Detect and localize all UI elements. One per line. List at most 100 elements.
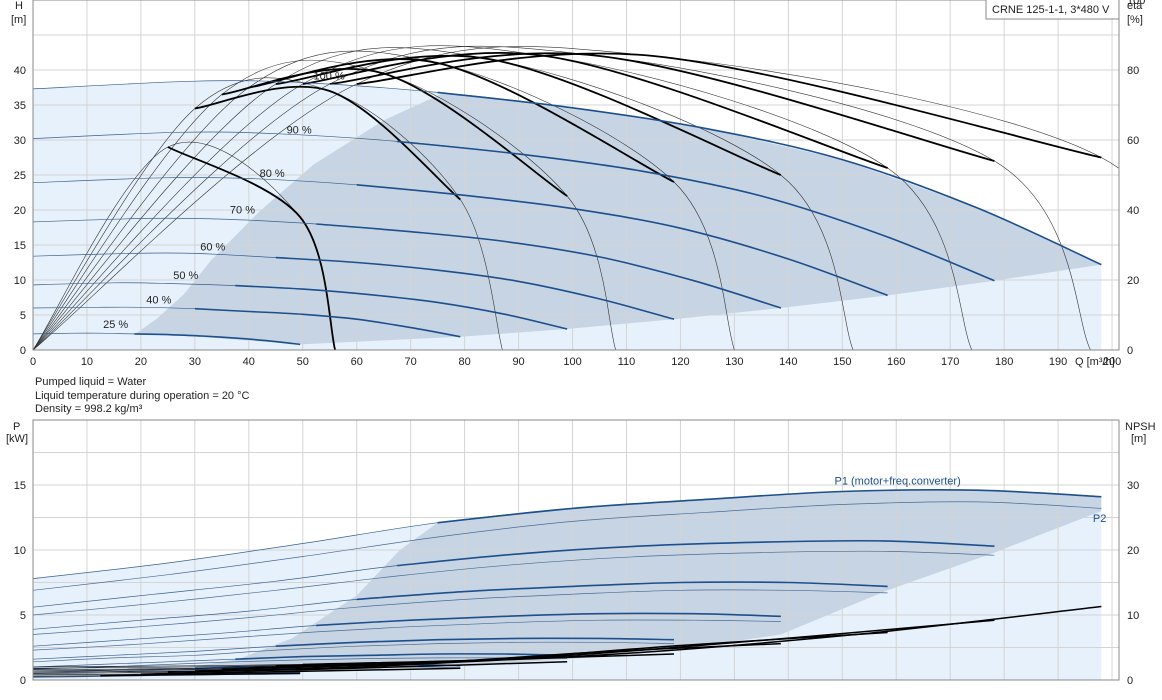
x-tick-label: 10 [81, 356, 93, 368]
head-curve-bold-2 [397, 140, 995, 282]
x-tick-label: 190 [1049, 356, 1067, 368]
x-tick-label: 70 [405, 356, 417, 368]
x-tick-label: 50 [297, 356, 309, 368]
plot-frame [32, 0, 1120, 351]
chart-title: CRNE 125-1-1, 3*480 V [992, 4, 1110, 16]
y-axis-label-line2: [m] [11, 14, 26, 26]
p2-curve-6 [32, 657, 568, 670]
p2-curve-2 [32, 550, 995, 616]
p1-curve-thin-7 [32, 663, 461, 673]
x-tick-label: 100 [563, 356, 581, 368]
y-tick-label: 30 [14, 135, 26, 147]
light-area-2 [33, 489, 1102, 680]
x-tick-label: 150 [833, 356, 851, 368]
p1-curve-bold-2 [397, 539, 995, 567]
p2-curve-4 [32, 619, 781, 651]
liquid-temperature-text: Liquid temperature during operation = 20… [35, 389, 250, 402]
npsh-curve-thin-5 [32, 653, 675, 673]
head-curve-bold-7 [194, 307, 461, 338]
x-tick-label: 160 [887, 356, 905, 368]
y-tick-label: 5 [20, 310, 26, 322]
x-tick-label: 170 [941, 356, 959, 368]
x-tick-label: 40 [243, 356, 255, 368]
head-curve-label-7: 40 % [146, 295, 171, 307]
x-tick-label: 200 [1103, 356, 1121, 368]
head-curve-bold-3 [356, 184, 888, 297]
p2-curve-7 [32, 666, 461, 674]
npsh-curve-thin-1 [32, 606, 1102, 668]
x-tick-label: 60 [351, 356, 363, 368]
npsh-curve-bold-8 [100, 672, 301, 677]
operating-area-2 [135, 490, 1102, 677]
x-tick-label: 80 [458, 356, 470, 368]
npsh-curve-thin-2 [32, 619, 995, 669]
y2-axis-label-line1: eta [1127, 0, 1143, 12]
density-text: Density = 998.2 kg/m³ [35, 403, 143, 415]
head-curve-bold-8 [134, 333, 301, 346]
x-tick-label: 20 [135, 356, 147, 368]
p-axis-label-line2: [kW] [6, 433, 28, 445]
npsh-curve-bold-1 [302, 605, 1102, 666]
y2-tick-label: 0 [1127, 345, 1133, 357]
efficiency-curve-bold-1 [167, 146, 336, 350]
p2-curve-5 [32, 641, 675, 663]
y-tick-label-2: 5 [20, 610, 26, 622]
npsh-curve-bold-2 [275, 619, 995, 667]
head-curve-label-5: 60 % [200, 241, 225, 253]
p1-series-label: P1 (motor+freq.converter) [834, 475, 960, 487]
y-tick-label: 40 [14, 65, 26, 77]
x-axis-label: Q [m³/h] [1075, 356, 1115, 368]
efficiency-curve-bold-8 [356, 52, 1102, 159]
p1-curve-thin-8 [32, 671, 301, 678]
y2-tick-label: 100 [1127, 0, 1145, 7]
y2-tick-label: 40 [1127, 205, 1139, 217]
y2-tick-label-2: 0 [1127, 675, 1133, 687]
p1-curve-thin-6 [32, 653, 568, 668]
y-tick-label: 25 [14, 170, 26, 182]
p1-curve-thin-4 [32, 613, 781, 647]
y-tick-label-2: 0 [20, 675, 26, 687]
pumped-liquid-text: Pumped liquid = Water [35, 376, 147, 388]
head-curve-label-2: 90 % [287, 125, 312, 137]
liquid-info: Pumped liquid = Water Liquid temperature… [35, 376, 249, 417]
head-curve-label-6: 50 % [173, 270, 198, 282]
head-curve-label-3: 80 % [260, 168, 285, 180]
npsh-curve-bold-5 [194, 653, 675, 672]
p1-curve-bold-8 [134, 671, 301, 676]
npsh-curve-thin-7 [32, 668, 461, 676]
y-tick-label: 20 [14, 205, 26, 217]
y-tick-label-2: 15 [14, 480, 26, 492]
p1-curve-bold-4 [316, 612, 781, 627]
p1-curve-thin-5 [32, 637, 675, 660]
y-tick-label: 35 [14, 100, 26, 112]
npsh-curve-thin-6 [32, 661, 568, 674]
x-tick-label: 110 [618, 356, 636, 368]
npsh-curve-thin-3 [32, 632, 888, 670]
p1-curve-bold-5 [275, 637, 675, 647]
p2-curve-8 [32, 673, 301, 678]
x-tick-label: 120 [671, 356, 689, 368]
head-curve-bold-4 [316, 223, 782, 309]
x-tick-label: 140 [779, 356, 797, 368]
y-tick-label: 15 [14, 240, 26, 252]
y2-tick-label-2: 30 [1127, 480, 1139, 492]
y2-tick-label: 80 [1127, 65, 1139, 77]
y-tick-label: 0 [20, 345, 26, 357]
p-axis-label-line1: P [13, 421, 20, 433]
y2-tick-label: 20 [1127, 275, 1139, 287]
x-tick-label: 180 [995, 356, 1013, 368]
x-tick-label: 90 [512, 356, 524, 368]
p1-curve-bold-3 [356, 581, 888, 601]
npsh-curve-thin-4 [32, 643, 781, 672]
npsh-curve-bold-6 [167, 661, 568, 673]
p2-series-label: P2 [1093, 513, 1106, 525]
y2-tick-label-2: 20 [1127, 545, 1139, 557]
npsh-curve-thin-8 [32, 673, 301, 677]
p1-curve-bold-6 [235, 653, 568, 660]
y2-tick-label: 60 [1127, 135, 1139, 147]
y2-tick-label-2: 10 [1127, 610, 1139, 622]
operating-area [135, 93, 1102, 345]
p1-curve-thin-2 [32, 540, 995, 608]
x-tick-label: 0 [30, 356, 36, 368]
head-curve-label-4: 70 % [230, 204, 255, 216]
